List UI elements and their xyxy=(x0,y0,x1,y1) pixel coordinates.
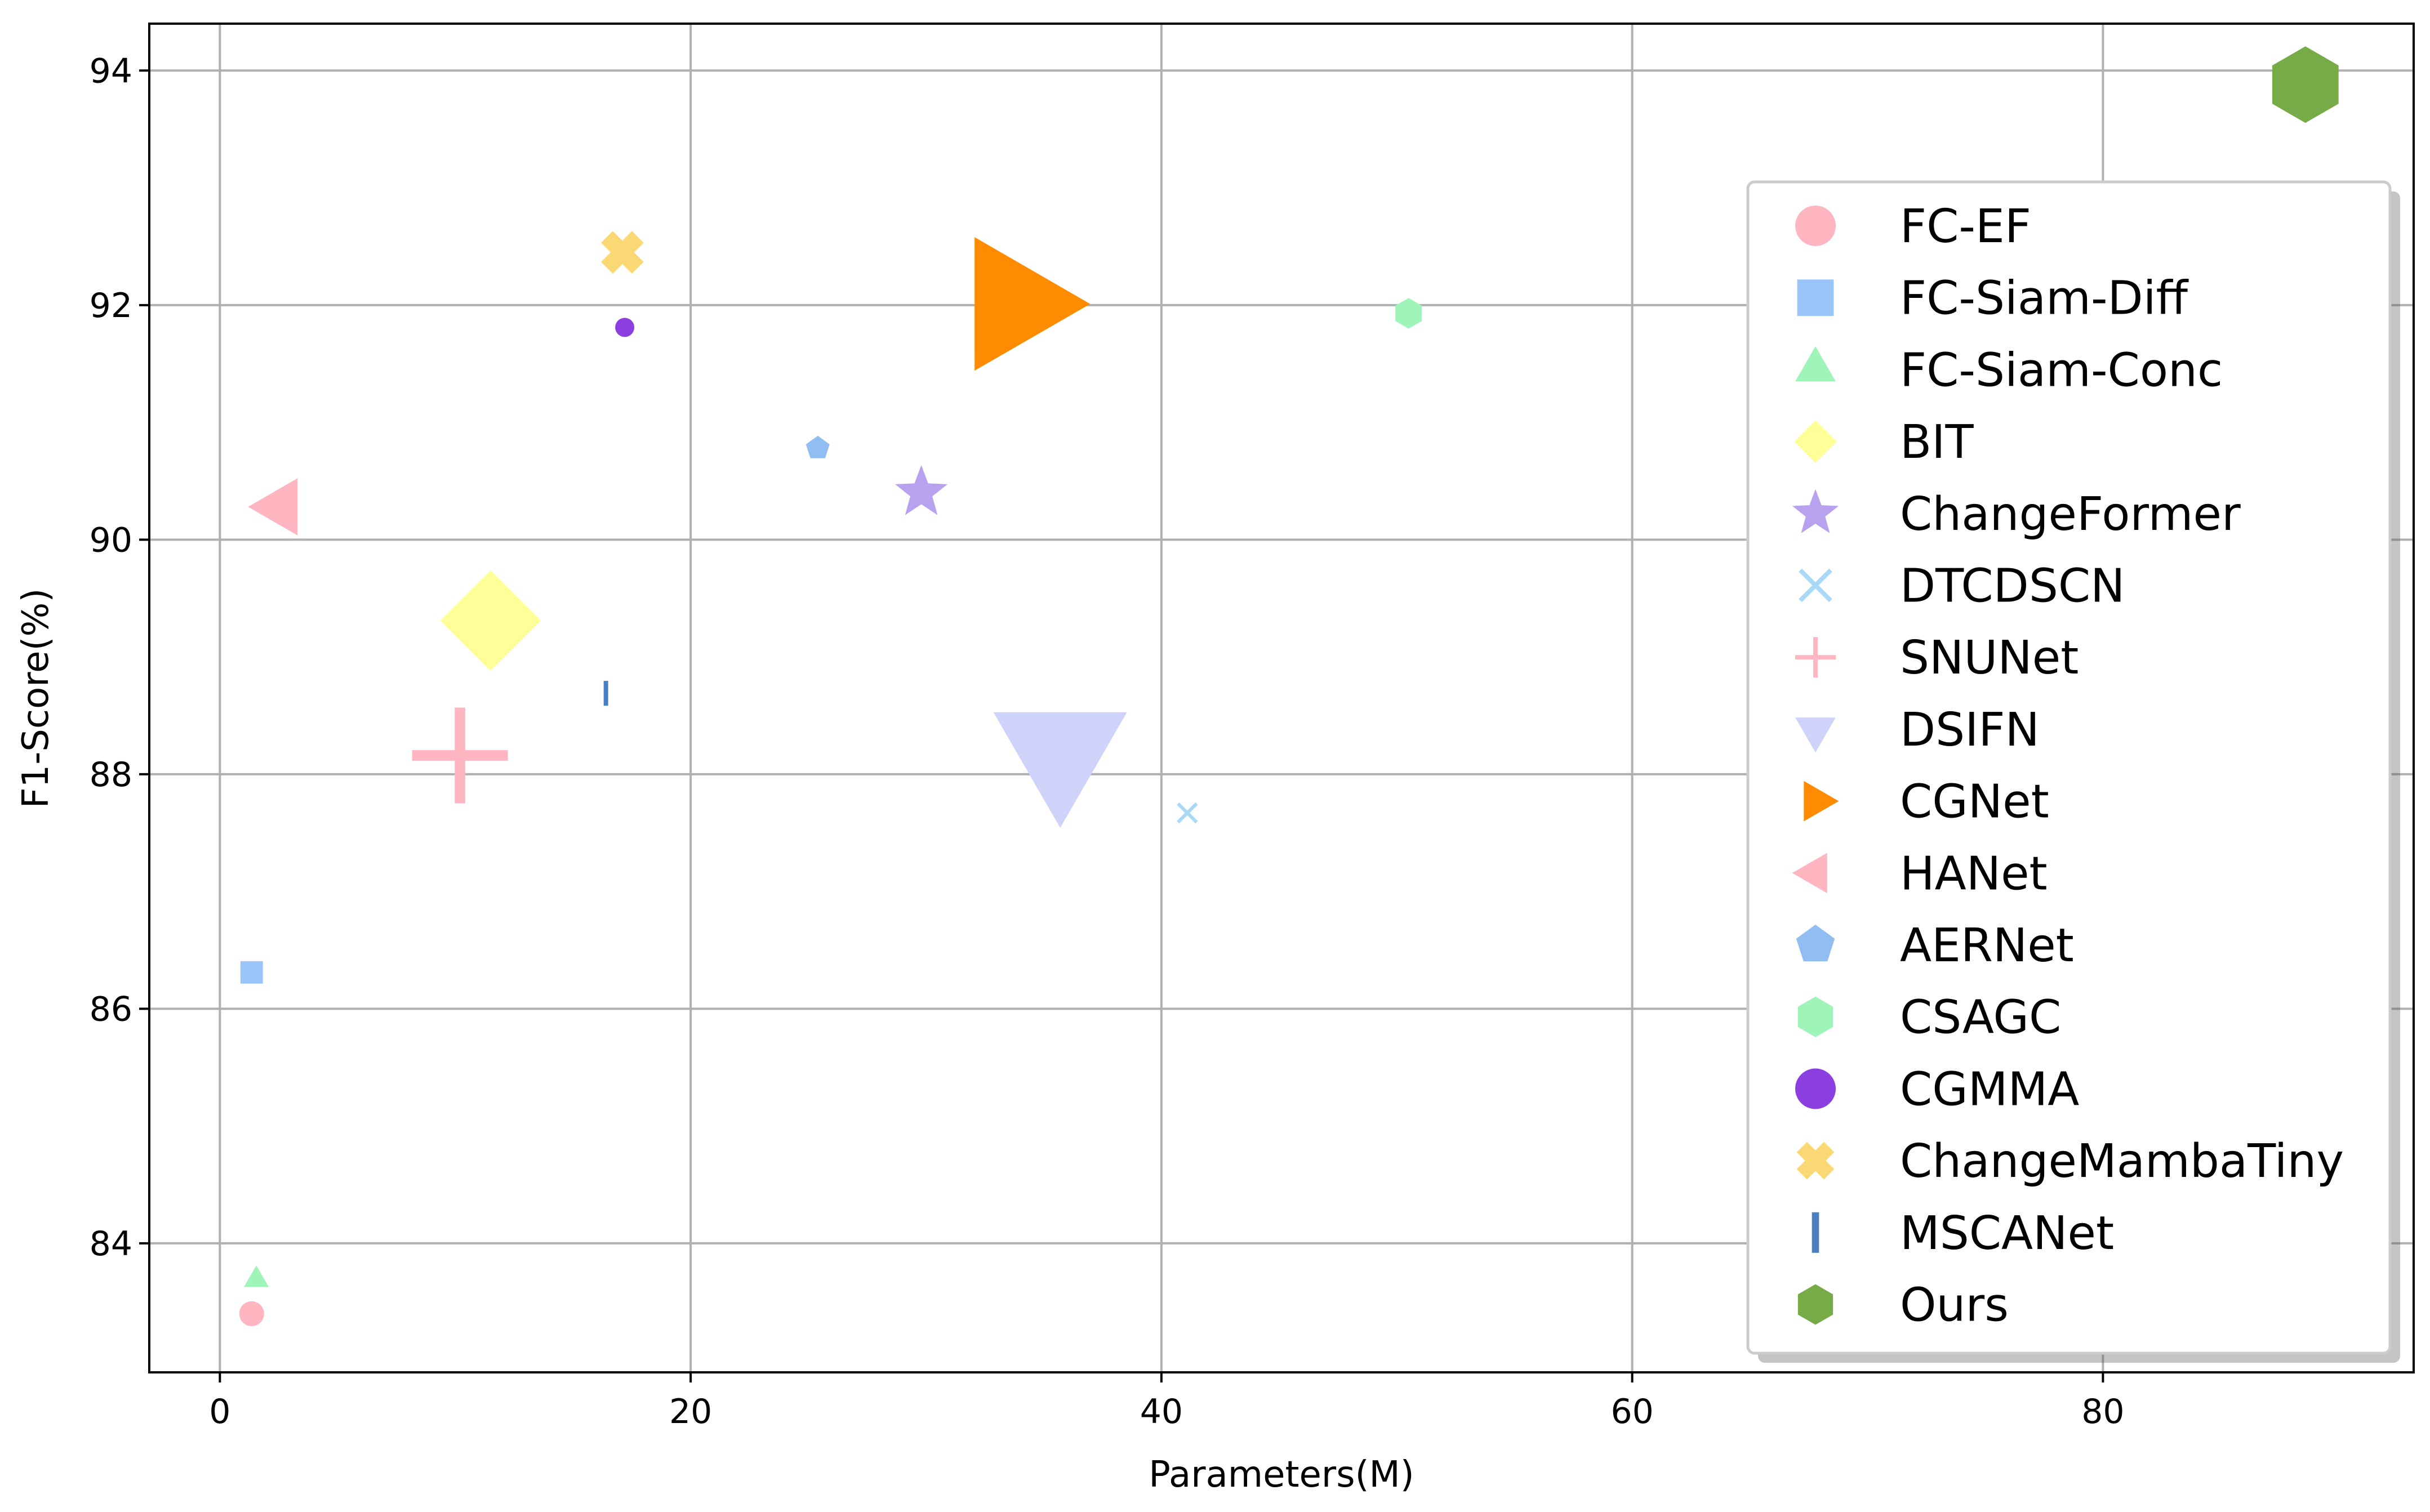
legend-item: MSCANet xyxy=(1812,1207,2114,1260)
point-dsifn xyxy=(993,712,1127,828)
point-snunet xyxy=(412,707,508,804)
point-changemambatiny xyxy=(601,231,644,274)
legend-marker xyxy=(1795,1068,1836,1109)
y-tick-label: 84 xyxy=(90,1224,132,1264)
point-fc-siam-conc xyxy=(244,1265,269,1287)
legend-label: AERNet xyxy=(1900,919,2074,973)
point-csagc xyxy=(1395,298,1422,329)
legend-label: FC-Siam-Diff xyxy=(1900,272,2189,325)
legend-item: FC-EF xyxy=(1795,200,2031,253)
y-axis-ticks: 84 86 88 90 92 94 xyxy=(90,51,149,1264)
legend-marker xyxy=(1792,853,1827,894)
point-dtcdscn xyxy=(1177,802,1198,824)
point-fc-ef xyxy=(239,1301,264,1326)
legend-item: Ours xyxy=(1797,1279,2009,1332)
y-tick-label: 88 xyxy=(90,755,132,795)
point-ours xyxy=(2272,46,2339,123)
y-axis-label: F1-Score(%) xyxy=(15,588,57,809)
x-tick-label: 80 xyxy=(2081,1392,2124,1431)
x-axis-label: Parameters(M) xyxy=(1149,1454,1414,1496)
x-tick-label: 40 xyxy=(1140,1392,1183,1431)
legend-item: FC-Siam-Conc xyxy=(1795,344,2223,397)
legend-marker xyxy=(1796,1141,1835,1180)
legend-label: MSCANet xyxy=(1900,1207,2114,1260)
legend-marker xyxy=(1795,637,1836,678)
y-tick-label: 92 xyxy=(90,286,132,325)
legend-marker xyxy=(1797,279,1834,316)
legend-label: SNUNet xyxy=(1900,631,2079,685)
point-fc-siam-diff xyxy=(240,961,263,984)
legend-item: HANet xyxy=(1792,847,2048,900)
legend-item: DTCDSCN xyxy=(1799,560,2125,613)
legend-label: HANet xyxy=(1900,847,2048,900)
legend: FC-EF FC-Siam-Diff FC-Siam-Conc BIT ChangeFo… xyxy=(1746,180,2400,1363)
y-tick-label: 86 xyxy=(90,989,132,1029)
legend-label: BIT xyxy=(1900,416,1974,469)
legend-item: CGMMA xyxy=(1795,1063,2079,1116)
legend-marker xyxy=(1792,489,1839,533)
legend-label: DTCDSCN xyxy=(1900,560,2125,613)
point-hanet xyxy=(248,478,298,536)
legend-marker xyxy=(1799,568,1832,603)
legend-label: DSIFN xyxy=(1900,703,2040,757)
legend-marker xyxy=(1794,420,1837,463)
legend-item: ChangeFormer xyxy=(1792,488,2241,541)
legend-item: SNUNet xyxy=(1795,631,2079,685)
point-cgnet xyxy=(974,237,1091,371)
legend-marker xyxy=(1797,1284,1833,1325)
point-aernet xyxy=(805,435,830,458)
y-tick-label: 94 xyxy=(90,51,132,91)
point-bit xyxy=(440,570,541,671)
legend-marker xyxy=(1795,206,1836,246)
plot-frame xyxy=(148,23,2415,1373)
legend-item: DSIFN xyxy=(1795,703,2040,757)
point-changeformer xyxy=(895,465,948,515)
x-tick-label: 60 xyxy=(1610,1392,1653,1431)
point-cgmma xyxy=(615,318,635,337)
legend-item: AERNet xyxy=(1796,919,2074,973)
legend-label: CGMMA xyxy=(1900,1063,2079,1116)
legend-marker xyxy=(1797,996,1833,1037)
legend-marker xyxy=(1795,717,1836,753)
legend-item: FC-Siam-Diff xyxy=(1797,272,2189,325)
legend-label: ChangeMambaTiny xyxy=(1900,1135,2344,1188)
legend-label: ChangeFormer xyxy=(1900,488,2241,541)
legend-label: FC-Siam-Conc xyxy=(1900,344,2223,397)
data-points xyxy=(239,46,2339,1326)
legend-label: Ours xyxy=(1900,1279,2009,1332)
legend-item: CGNet xyxy=(1804,775,2049,829)
legend-box xyxy=(1746,180,2392,1355)
x-tick-label: 20 xyxy=(669,1392,712,1431)
x-tick-label: 0 xyxy=(209,1392,230,1431)
legend-item: BIT xyxy=(1794,416,1974,469)
y-tick-label: 90 xyxy=(90,520,132,560)
legend-marker xyxy=(1795,346,1836,382)
legend-marker xyxy=(1796,925,1835,962)
legend-label: FC-EF xyxy=(1900,200,2031,253)
legend-label: CSAGC xyxy=(1900,991,2061,1045)
legend-marker xyxy=(1804,780,1839,822)
legend-item: ChangeMambaTiny xyxy=(1796,1135,2344,1188)
legend-item: CSAGC xyxy=(1797,991,2061,1045)
x-axis-ticks: 0 20 40 60 80 xyxy=(209,1372,2125,1431)
legend-label: CGNet xyxy=(1900,775,2049,829)
